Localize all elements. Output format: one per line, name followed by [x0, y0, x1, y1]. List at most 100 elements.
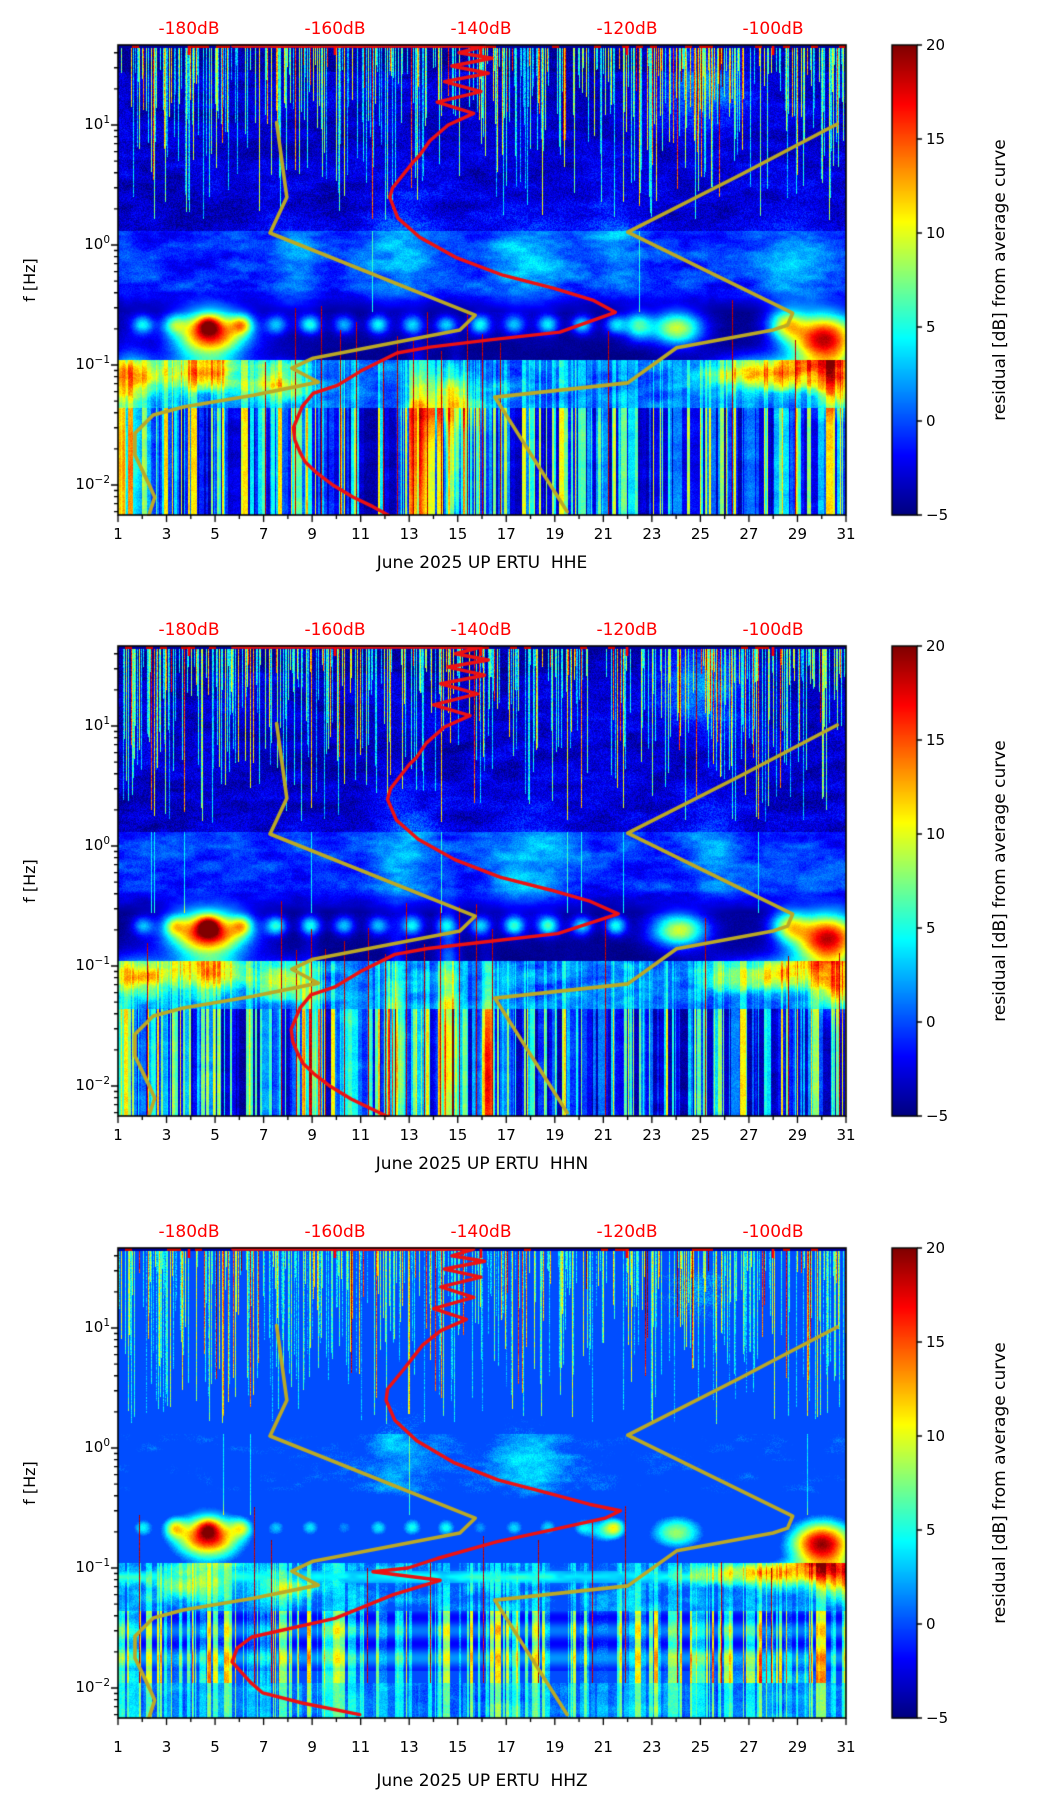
y-tick-mantissa: 10 — [84, 1318, 104, 1336]
x-tick-label: 29 — [787, 525, 807, 543]
y-tick-exponent: 0 — [103, 1437, 110, 1449]
x-tick-label: 17 — [496, 525, 516, 543]
x-tick-label: 7 — [258, 1126, 269, 1144]
panel-title-hhn: June 2025 UP ERTU HHN — [375, 1154, 589, 1174]
x-tick-label: 27 — [739, 1126, 759, 1144]
y-tick-exponent: −2 — [94, 1677, 110, 1689]
x-tick-label: 27 — [739, 1738, 759, 1756]
x-tick-label: 19 — [545, 1738, 565, 1756]
y-tick-mantissa: 10 — [75, 475, 95, 493]
y-tick-exponent: −2 — [94, 1075, 110, 1087]
x-tick-label: 7 — [258, 1738, 269, 1756]
top-db-axis-label: -160dB — [304, 620, 366, 640]
y-tick-label: 100 — [58, 234, 110, 254]
colorbar-tick-label: 0 — [926, 1013, 936, 1031]
top-db-axis-label: -160dB — [304, 1222, 366, 1242]
y-tick-exponent: 1 — [103, 1317, 110, 1329]
top-db-axis-label: -140dB — [450, 1222, 512, 1242]
top-db-axis-label: -140dB — [450, 620, 512, 640]
colorbar-tick-label: 0 — [926, 412, 936, 430]
y-tick-label: 10−2 — [58, 1075, 110, 1095]
colorbar-tick-label: 10 — [926, 825, 946, 843]
x-tick-label: 1 — [113, 525, 123, 543]
colorbar-label: residual [dB] from average curve — [990, 139, 1010, 421]
x-tick-label: 21 — [593, 1126, 613, 1144]
y-tick-exponent: 1 — [103, 114, 110, 126]
x-tick-label: 21 — [593, 525, 613, 543]
y-tick-exponent: 1 — [103, 715, 110, 727]
y-tick-mantissa: 10 — [84, 1438, 104, 1456]
y-tick-exponent: −1 — [94, 354, 110, 366]
x-tick-label: 7 — [258, 525, 269, 543]
x-tick-label: 31 — [836, 1126, 856, 1144]
colorbar-tick-label: 20 — [926, 637, 946, 655]
colorbar-tick-label: −5 — [926, 1107, 949, 1125]
x-tick-label: 1 — [113, 1126, 123, 1144]
y-tick-exponent: −1 — [94, 955, 110, 967]
top-db-axis-label: -180dB — [158, 19, 220, 39]
x-tick-label: 11 — [351, 525, 371, 543]
y-tick-exponent: 0 — [103, 835, 110, 847]
colorbar-tick-label: −5 — [926, 1709, 949, 1727]
colorbar-tick-label: 15 — [926, 130, 946, 148]
top-db-axis-label: -100dB — [742, 1222, 804, 1242]
x-tick-label: 3 — [161, 525, 172, 543]
x-tick-label: 3 — [161, 1126, 172, 1144]
panel-title-hhe: June 2025 UP ERTU HHE — [376, 553, 588, 573]
y-tick-exponent: 0 — [103, 234, 110, 246]
x-tick-label: 23 — [642, 525, 662, 543]
top-db-axis-label: -180dB — [158, 1222, 220, 1242]
top-db-axis-label: -120dB — [596, 19, 658, 39]
y-tick-label: 10−1 — [58, 955, 110, 975]
x-tick-label: 1 — [113, 1738, 123, 1756]
x-tick-label: 15 — [448, 1738, 468, 1756]
x-tick-label: 29 — [787, 1126, 807, 1144]
x-tick-label: 11 — [351, 1126, 371, 1144]
top-db-axis-label: -100dB — [742, 620, 804, 640]
colorbar-tick-label: 10 — [926, 224, 946, 242]
x-tick-label: 25 — [690, 525, 710, 543]
y-tick-mantissa: 10 — [84, 115, 104, 133]
x-tick-label: 3 — [161, 1738, 172, 1756]
x-tick-label: 31 — [836, 525, 856, 543]
y-tick-exponent: −2 — [94, 474, 110, 486]
y-tick-mantissa: 10 — [75, 1678, 95, 1696]
x-tick-label: 19 — [545, 525, 565, 543]
y-tick-label: 101 — [58, 114, 110, 134]
x-tick-label: 29 — [787, 1738, 807, 1756]
x-tick-label: 25 — [690, 1738, 710, 1756]
y-axis-label: f [Hz] — [20, 1461, 39, 1505]
x-tick-label: 15 — [448, 1126, 468, 1144]
x-tick-label: 25 — [690, 1126, 710, 1144]
x-tick-label: 9 — [307, 525, 317, 543]
colorbar-tick-label: 5 — [926, 919, 936, 937]
x-tick-label: 5 — [210, 1738, 220, 1756]
colorbar-tick-label: −5 — [926, 506, 949, 524]
x-tick-label: 5 — [210, 1126, 220, 1144]
colorbar-tick-label: 20 — [926, 36, 946, 54]
x-tick-label: 19 — [545, 1126, 565, 1144]
y-tick-mantissa: 10 — [84, 716, 104, 734]
x-tick-label: 17 — [496, 1126, 516, 1144]
colorbar-tick-label: 20 — [926, 1239, 946, 1257]
x-tick-label: 15 — [448, 525, 468, 543]
y-tick-mantissa: 10 — [75, 1076, 95, 1094]
y-tick-label: 100 — [58, 1437, 110, 1457]
colorbar-tick-label: 0 — [926, 1615, 936, 1633]
y-tick-label: 101 — [58, 715, 110, 735]
x-tick-label: 27 — [739, 525, 759, 543]
x-tick-label: 13 — [399, 1738, 419, 1756]
y-tick-label: 100 — [58, 835, 110, 855]
y-tick-label: 10−1 — [58, 354, 110, 374]
x-tick-label: 21 — [593, 1738, 613, 1756]
y-tick-label: 10−2 — [58, 474, 110, 494]
x-tick-label: 13 — [399, 1126, 419, 1144]
top-db-axis-label: -120dB — [596, 1222, 658, 1242]
top-db-axis-label: -140dB — [450, 19, 512, 39]
colorbar-tick-label: 15 — [926, 1333, 946, 1351]
x-tick-label: 5 — [210, 525, 220, 543]
colorbar-label: residual [dB] from average curve — [990, 740, 1010, 1022]
y-axis-label: f [Hz] — [20, 258, 39, 302]
